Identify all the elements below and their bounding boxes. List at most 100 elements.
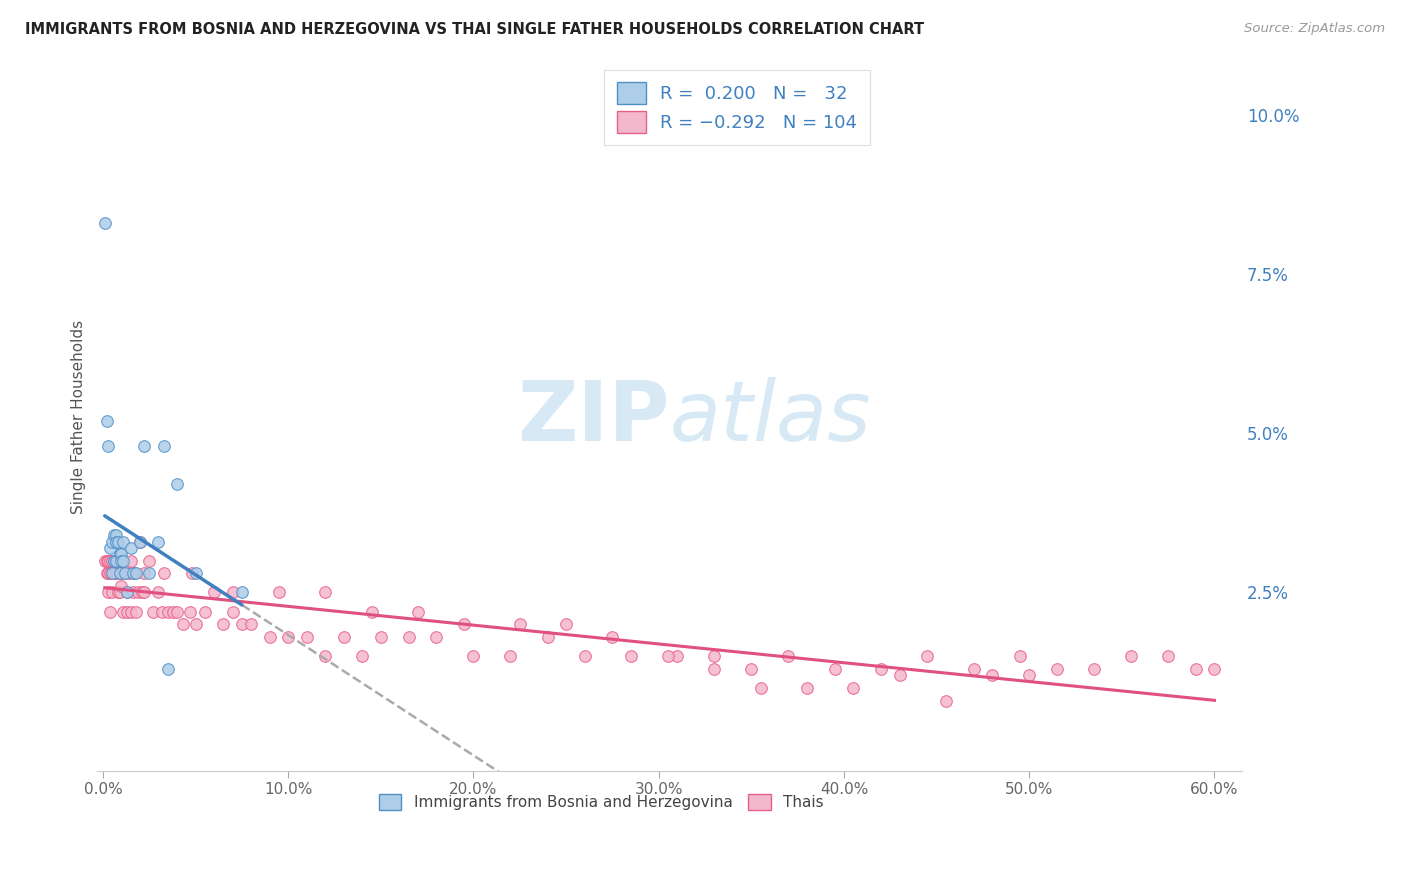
Point — [1046, 662, 1069, 676]
Point — [138, 553, 160, 567]
Point — [172, 617, 194, 632]
Point — [132, 585, 155, 599]
Point — [107, 553, 129, 567]
Point — [110, 547, 132, 561]
Point — [162, 605, 184, 619]
Text: IMMIGRANTS FROM BOSNIA AND HERZEGOVINA VS THAI SINGLE FATHER HOUSEHOLDS CORRELAT: IMMIGRANTS FROM BOSNIA AND HERZEGOVINA V… — [25, 22, 924, 37]
Point — [314, 585, 336, 599]
Point — [703, 662, 725, 676]
Point — [107, 534, 129, 549]
Point — [842, 681, 865, 695]
Point — [166, 605, 188, 619]
Point — [127, 585, 149, 599]
Point — [240, 617, 263, 632]
Point — [398, 630, 420, 644]
Point — [132, 566, 155, 581]
Point — [1204, 662, 1226, 676]
Point — [352, 649, 374, 664]
Point — [194, 605, 217, 619]
Point — [360, 605, 382, 619]
Point — [125, 566, 148, 581]
Point — [104, 534, 127, 549]
Point — [110, 553, 132, 567]
Point — [96, 566, 118, 581]
Point — [150, 605, 173, 619]
Point — [1008, 649, 1031, 664]
Point — [148, 585, 170, 599]
Point — [97, 585, 120, 599]
Point — [889, 668, 911, 682]
Point — [97, 439, 120, 453]
Point — [101, 553, 124, 567]
Point — [332, 630, 354, 644]
Point — [114, 566, 136, 581]
Point — [657, 649, 679, 664]
Point — [259, 630, 281, 644]
Point — [112, 534, 135, 549]
Point — [295, 630, 318, 644]
Point — [202, 585, 225, 599]
Point — [870, 662, 893, 676]
Point — [98, 541, 121, 555]
Point — [267, 585, 290, 599]
Point — [180, 566, 202, 581]
Point — [120, 605, 142, 619]
Point — [98, 605, 121, 619]
Point — [110, 579, 132, 593]
Point — [108, 585, 131, 599]
Point — [132, 439, 155, 453]
Point — [142, 605, 165, 619]
Point — [108, 566, 131, 581]
Point — [112, 605, 135, 619]
Point — [156, 605, 179, 619]
Point — [129, 534, 152, 549]
Point — [1157, 649, 1180, 664]
Point — [156, 662, 179, 676]
Point — [231, 585, 253, 599]
Point — [778, 649, 800, 664]
Point — [824, 662, 846, 676]
Point — [98, 566, 121, 581]
Point — [103, 528, 125, 542]
Y-axis label: Single Father Households: Single Father Households — [72, 320, 86, 515]
Point — [98, 553, 121, 567]
Point — [620, 649, 643, 664]
Point — [148, 534, 170, 549]
Point — [453, 617, 475, 632]
Text: Source: ZipAtlas.com: Source: ZipAtlas.com — [1244, 22, 1385, 36]
Point — [125, 605, 148, 619]
Point — [917, 649, 939, 664]
Point — [103, 553, 125, 567]
Point — [94, 553, 117, 567]
Point — [101, 534, 124, 549]
Point — [110, 553, 132, 567]
Point — [314, 649, 336, 664]
Point — [574, 649, 596, 664]
Point — [94, 216, 117, 230]
Point — [153, 439, 176, 453]
Point — [499, 649, 522, 664]
Point — [114, 566, 136, 581]
Legend: Immigrants from Bosnia and Herzegovina, Thais: Immigrants from Bosnia and Herzegovina, … — [373, 788, 830, 816]
Point — [555, 617, 578, 632]
Point — [666, 649, 689, 664]
Point — [184, 617, 207, 632]
Text: atlas: atlas — [669, 377, 872, 458]
Point — [221, 605, 243, 619]
Point — [104, 553, 127, 567]
Point — [221, 585, 243, 599]
Point — [120, 553, 142, 567]
Point — [138, 566, 160, 581]
Point — [1018, 668, 1040, 682]
Point — [179, 605, 201, 619]
Point — [112, 553, 135, 567]
Point — [108, 547, 131, 561]
Point — [166, 477, 188, 491]
Point — [121, 585, 143, 599]
Point — [107, 585, 129, 599]
Point — [277, 630, 299, 644]
Point — [118, 566, 141, 581]
Point — [103, 553, 125, 567]
Point — [406, 605, 429, 619]
Point — [104, 566, 127, 581]
